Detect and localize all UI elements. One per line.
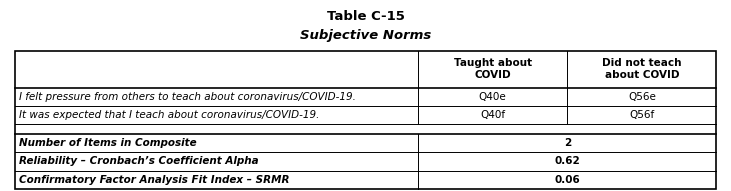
Text: It was expected that I teach about coronavirus/COVID-19.: It was expected that I teach about coron…: [19, 110, 319, 120]
Text: Q40f: Q40f: [480, 110, 505, 120]
Text: 2: 2: [564, 138, 571, 148]
Text: Q40e: Q40e: [479, 92, 507, 102]
Text: 0.06: 0.06: [554, 175, 580, 185]
Text: Taught about
COVID: Taught about COVID: [454, 58, 531, 80]
Text: Table C-15: Table C-15: [327, 10, 404, 23]
Text: Confirmatory Factor Analysis Fit Index – SRMR: Confirmatory Factor Analysis Fit Index –…: [19, 175, 289, 185]
Text: 0.62: 0.62: [554, 156, 580, 166]
Text: Number of Items in Composite: Number of Items in Composite: [19, 138, 197, 148]
Text: Q56e: Q56e: [628, 92, 656, 102]
Text: I felt pressure from others to teach about coronavirus/COVID-19.: I felt pressure from others to teach abo…: [19, 92, 356, 102]
Text: Q56f: Q56f: [629, 110, 654, 120]
Text: Did not teach
about COVID: Did not teach about COVID: [602, 58, 681, 80]
Text: Subjective Norms: Subjective Norms: [300, 29, 431, 42]
Text: Reliability – Cronbach’s Coefficient Alpha: Reliability – Cronbach’s Coefficient Alp…: [19, 156, 259, 166]
Bar: [15, 51, 716, 189]
